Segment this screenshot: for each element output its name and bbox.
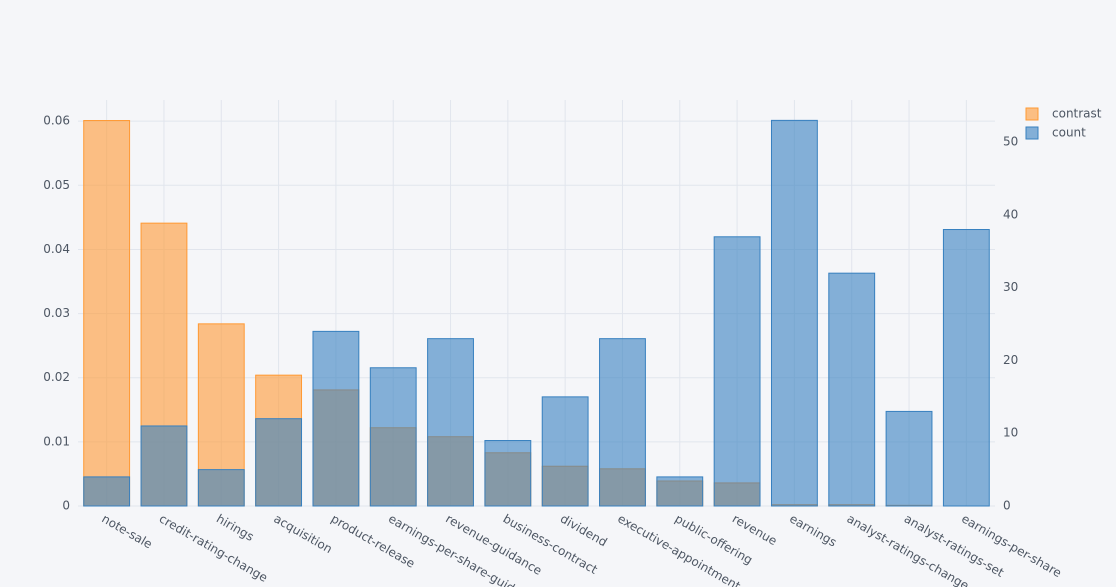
bar	[713, 236, 761, 507]
bar	[770, 119, 818, 507]
x-tick-label: acquisition	[271, 512, 334, 557]
bar	[140, 425, 188, 507]
bar	[83, 476, 131, 507]
bar	[312, 330, 360, 507]
x-tick-label: credit-rating-change	[157, 512, 270, 585]
y2-tick-label: 40	[1003, 207, 1018, 221]
legend-label: count	[1052, 126, 1086, 140]
bar	[599, 338, 646, 507]
bar	[255, 418, 303, 507]
bar	[828, 272, 876, 507]
y2-tick-label: 20	[1003, 353, 1018, 367]
bar	[369, 367, 417, 507]
y2-tick-label: 50	[1003, 135, 1018, 149]
bar	[484, 440, 532, 507]
y-tick-label: 0.04	[43, 242, 70, 256]
y2-tick-label: 0	[1003, 499, 1011, 513]
y2-tick-label: 10	[1003, 426, 1018, 440]
bar	[656, 476, 704, 507]
x-tick-label: revenue-guidance	[443, 512, 544, 578]
y-tick-label: 0.06	[43, 114, 70, 128]
x-tick-label: business-contract	[501, 512, 600, 578]
x-tick-label: revenue	[730, 512, 780, 549]
x-tick-label: earnings	[787, 512, 839, 550]
bar	[541, 396, 589, 507]
bar	[942, 229, 990, 507]
bar	[885, 410, 933, 507]
y-tick-label: 0.02	[43, 370, 70, 384]
x-tick-label: hirings	[214, 512, 256, 544]
y-tick-label: 0.01	[43, 434, 70, 448]
y2-tick-label: 30	[1003, 280, 1018, 294]
y-tick-label: 0	[62, 499, 70, 513]
legend-label: contrast	[1052, 107, 1102, 121]
y-tick-label: 0.03	[43, 306, 70, 320]
bar	[427, 338, 474, 507]
x-tick-label: note-sale	[99, 512, 154, 552]
bar	[197, 469, 245, 507]
legend-swatch	[1025, 126, 1039, 140]
x-tick-label: dividend	[558, 512, 610, 550]
legend-swatch	[1025, 107, 1039, 121]
y-tick-label: 0.05	[43, 178, 70, 192]
x-tick-label: earnings-per-share	[959, 512, 1064, 581]
bar	[83, 120, 131, 507]
